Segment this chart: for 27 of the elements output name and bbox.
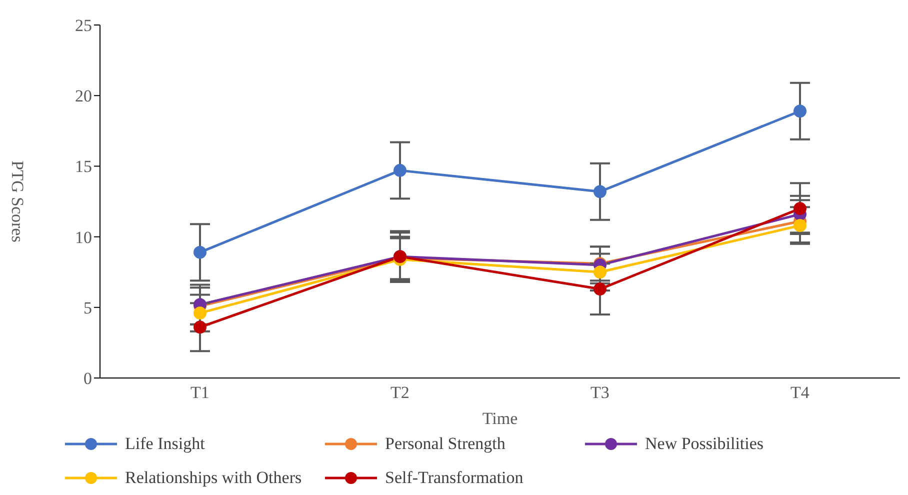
y-tick-label: 5 <box>84 298 92 318</box>
point <box>394 164 406 177</box>
legend-label: Relationships with Others <box>125 468 302 488</box>
point <box>794 104 806 118</box>
y-tick-label: 0 <box>84 369 92 388</box>
point <box>194 306 206 320</box>
y-tick-label: 15 <box>75 157 92 176</box>
point <box>194 246 206 259</box>
point <box>594 185 606 198</box>
y-tick-label: 10 <box>75 228 92 247</box>
legend-label: Self-Transformation <box>385 468 524 488</box>
point <box>594 266 606 279</box>
point <box>194 320 206 334</box>
x-tick-label: T2 <box>390 383 410 402</box>
y-tick-label: 20 <box>75 86 92 106</box>
legend-label: Personal Strength <box>385 434 506 454</box>
point <box>594 282 606 296</box>
legend-label: New Possibilities <box>645 434 764 454</box>
legend-label: Life Insight <box>125 434 205 454</box>
x-axis-title: Time <box>482 409 518 428</box>
point <box>794 219 806 232</box>
x-tick-label: T4 <box>790 383 810 402</box>
x-tick-label: T3 <box>590 383 610 402</box>
y-tick-label: 25 <box>75 16 92 36</box>
y-axis-title: PTG Scores <box>8 160 27 242</box>
point <box>794 202 806 216</box>
x-tick-label: T1 <box>190 383 210 402</box>
